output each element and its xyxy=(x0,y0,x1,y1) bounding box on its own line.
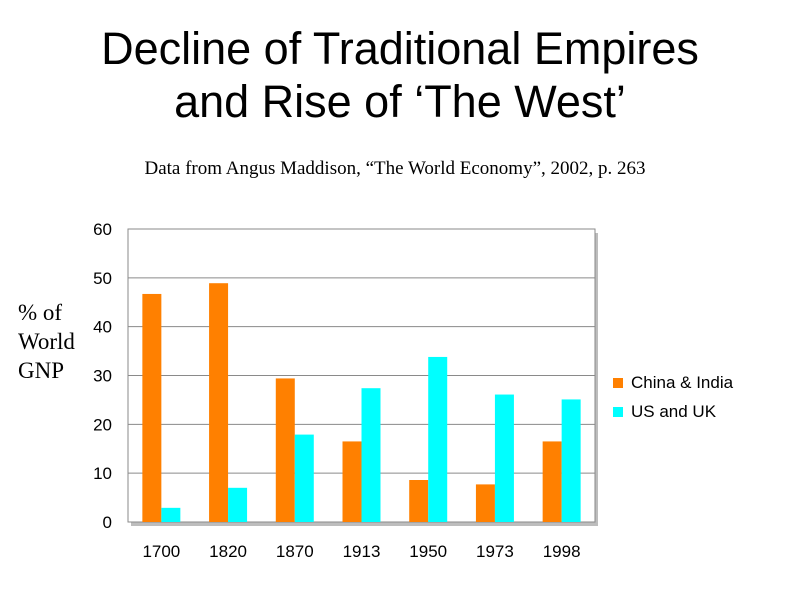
x-tick-label: 1913 xyxy=(343,542,381,561)
y-axis-label-line-1: % of xyxy=(18,300,63,325)
bar-china-india-1700 xyxy=(142,293,162,522)
legend-item-us-uk: US and UK xyxy=(613,397,733,426)
x-tick-label: 1973 xyxy=(476,542,514,561)
y-tick-label: 30 xyxy=(93,367,112,386)
legend-label-us-uk: US and UK xyxy=(631,401,717,421)
source-subtitle: Data from Angus Maddison, “The World Eco… xyxy=(144,158,646,179)
legend-swatch-us-uk xyxy=(613,406,623,417)
x-tick-label: 1950 xyxy=(409,542,447,561)
x-tick-label: 1870 xyxy=(276,542,314,561)
bar-china-india-1820 xyxy=(209,283,229,522)
x-tick-label: 1820 xyxy=(209,542,247,561)
bar-china-india-1973 xyxy=(475,484,495,522)
bar-us-uk-1700 xyxy=(161,507,181,522)
legend-swatch-china-india xyxy=(613,377,623,388)
bar-us-uk-1950 xyxy=(428,356,448,522)
bars xyxy=(142,283,581,522)
bar-us-uk-1998 xyxy=(561,399,581,522)
y-tick-label: 50 xyxy=(93,269,112,288)
y-tick-labels: 0 10 20 30 40 50 60 xyxy=(93,220,112,532)
bar-china-india-1913 xyxy=(342,441,362,522)
bar-china-india-1950 xyxy=(409,480,429,522)
x-tick-labels: 1700 1820 1870 1913 1950 1973 1998 xyxy=(142,542,580,561)
legend-label-china-india: China & India xyxy=(631,372,734,392)
slide-title: Decline of Traditional Empires and Rise … xyxy=(0,22,800,128)
bar-us-uk-1913 xyxy=(361,388,381,522)
y-axis-label-line-3: GNP xyxy=(18,358,65,383)
x-tick-label: 1998 xyxy=(543,542,581,561)
y-axis-label: % of World GNP xyxy=(18,298,75,385)
bar-us-uk-1870 xyxy=(294,434,314,522)
title-line-2: and Rise of ‘The West’ xyxy=(174,76,626,127)
bar-us-uk-1820 xyxy=(228,487,248,522)
y-tick-label: 20 xyxy=(93,415,112,434)
x-tick-label: 1700 xyxy=(142,542,180,561)
y-tick-label: 40 xyxy=(93,318,112,337)
bar-china-india-1998 xyxy=(542,441,562,522)
legend: China & India US and UK xyxy=(613,368,733,426)
y-axis-label-line-2: World xyxy=(18,329,75,354)
legend-item-china-india: China & India xyxy=(613,368,733,397)
y-tick-label: 0 xyxy=(103,513,112,532)
title-line-1: Decline of Traditional Empires xyxy=(101,23,699,74)
bar-china-india-1870 xyxy=(275,378,295,522)
bar-us-uk-1973 xyxy=(494,394,514,522)
y-tick-label: 10 xyxy=(93,464,112,483)
y-tick-label: 60 xyxy=(93,220,112,239)
